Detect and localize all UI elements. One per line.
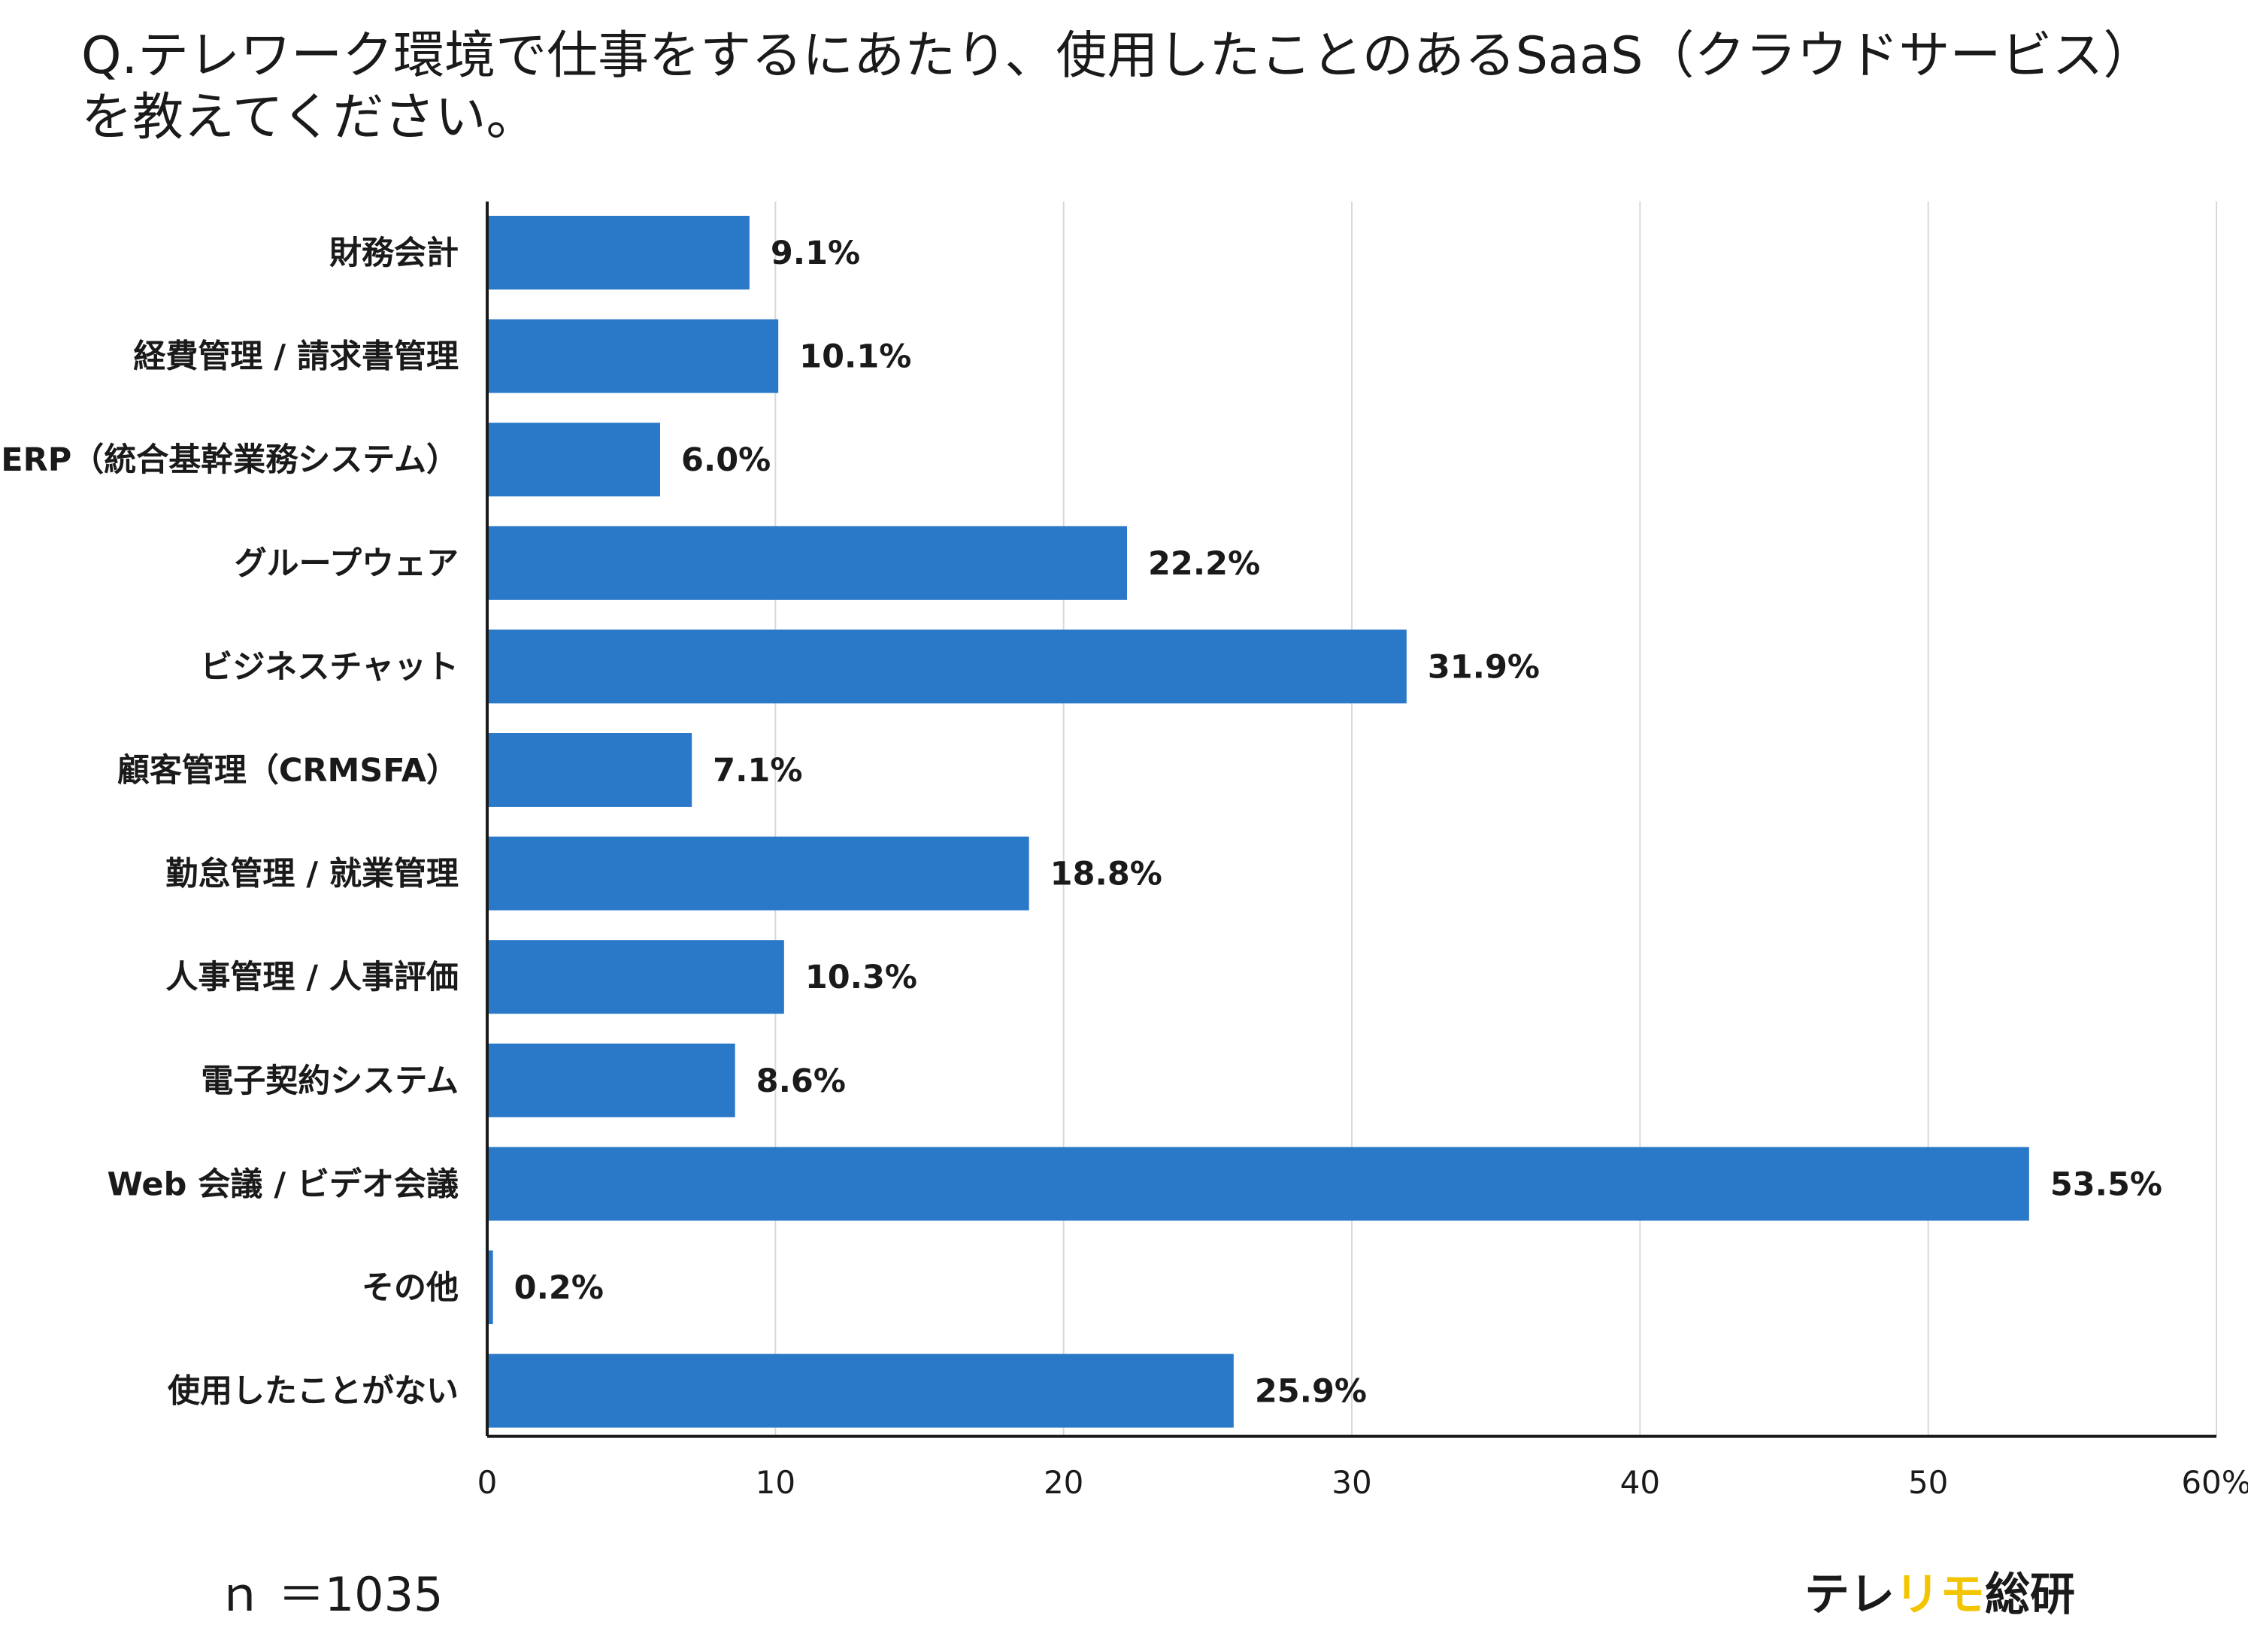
bars: [487, 216, 2029, 1428]
brand-prefix: テレ: [1804, 1569, 1895, 1621]
bar: [487, 216, 750, 289]
bar: [487, 629, 1407, 704]
category-label: 人事管理 / 人事評価: [165, 959, 459, 996]
category-label: 財務会計: [329, 235, 459, 272]
data-label: 31.9%: [1428, 648, 1540, 686]
data-label: 25.9%: [1255, 1373, 1367, 1411]
data-label: 6.0%: [681, 441, 771, 479]
category-label: 使用したことがない: [168, 1373, 459, 1411]
bar: [487, 423, 660, 497]
category-label: ビジネスチャット: [200, 648, 459, 686]
brand-logo: テレリモ総研: [1804, 1558, 2075, 1623]
x-tick-label: 60%: [2181, 1464, 2248, 1501]
bar: [487, 319, 779, 393]
data-label: 53.5%: [2050, 1165, 2162, 1203]
x-tick-label: 30: [1332, 1464, 1371, 1501]
value-labels: 9.1% 10.1% 6.0% 22.2% 31.9% 7.1% 18.8% 10.3% 8.6…: [514, 235, 2162, 1411]
category-label: 経費管理 / 請求書管理: [133, 338, 459, 376]
bar: [487, 1353, 1234, 1428]
bar: [487, 940, 784, 1014]
bar: [487, 836, 1029, 911]
brand-suffix: 総研: [1985, 1569, 2075, 1621]
category-label: 電子契約システム: [201, 1062, 459, 1100]
brand-highlight: リモ: [1895, 1569, 1985, 1621]
x-tick-labels: 0 10 20 30 40 50 60%: [477, 1464, 2248, 1501]
category-label: その他: [362, 1269, 459, 1307]
category-label: Web 会議 / ビデオ会議: [108, 1165, 459, 1203]
x-tick-label: 40: [1620, 1464, 1660, 1501]
chart-title: Q.テレワーク環境で仕事をするにあたり、使用したことのあるSaaS（クラウドサー…: [81, 26, 2155, 147]
data-label: 8.6%: [756, 1062, 846, 1100]
data-label: 10.3%: [805, 959, 917, 996]
bar: [487, 733, 692, 807]
data-label: 10.1%: [799, 338, 911, 376]
bar: [487, 1147, 2029, 1221]
x-tick-label: 20: [1044, 1464, 1083, 1501]
bar: [487, 1043, 735, 1117]
data-label: 0.2%: [514, 1269, 604, 1307]
category-label: グループウェア: [235, 545, 459, 583]
x-tick-label: 50: [1908, 1464, 1948, 1501]
category-label: ERP（統合基幹業務システム）: [1, 441, 459, 479]
grid-lines: [774, 202, 2217, 1436]
bar: [487, 1250, 493, 1324]
bar: [487, 526, 1127, 600]
data-label: 9.1%: [771, 235, 860, 272]
category-label: 勤怠管理 / 就業管理: [165, 856, 459, 893]
data-label: 22.2%: [1148, 545, 1260, 583]
data-label: 7.1%: [713, 752, 802, 790]
sample-size: ｎ ＝1035: [217, 1567, 444, 1622]
data-label: 18.8%: [1050, 856, 1162, 893]
category-label: 顧客管理（CRMSFA）: [117, 752, 459, 790]
x-tick-label: 0: [477, 1464, 498, 1501]
x-tick-label: 10: [756, 1464, 795, 1501]
